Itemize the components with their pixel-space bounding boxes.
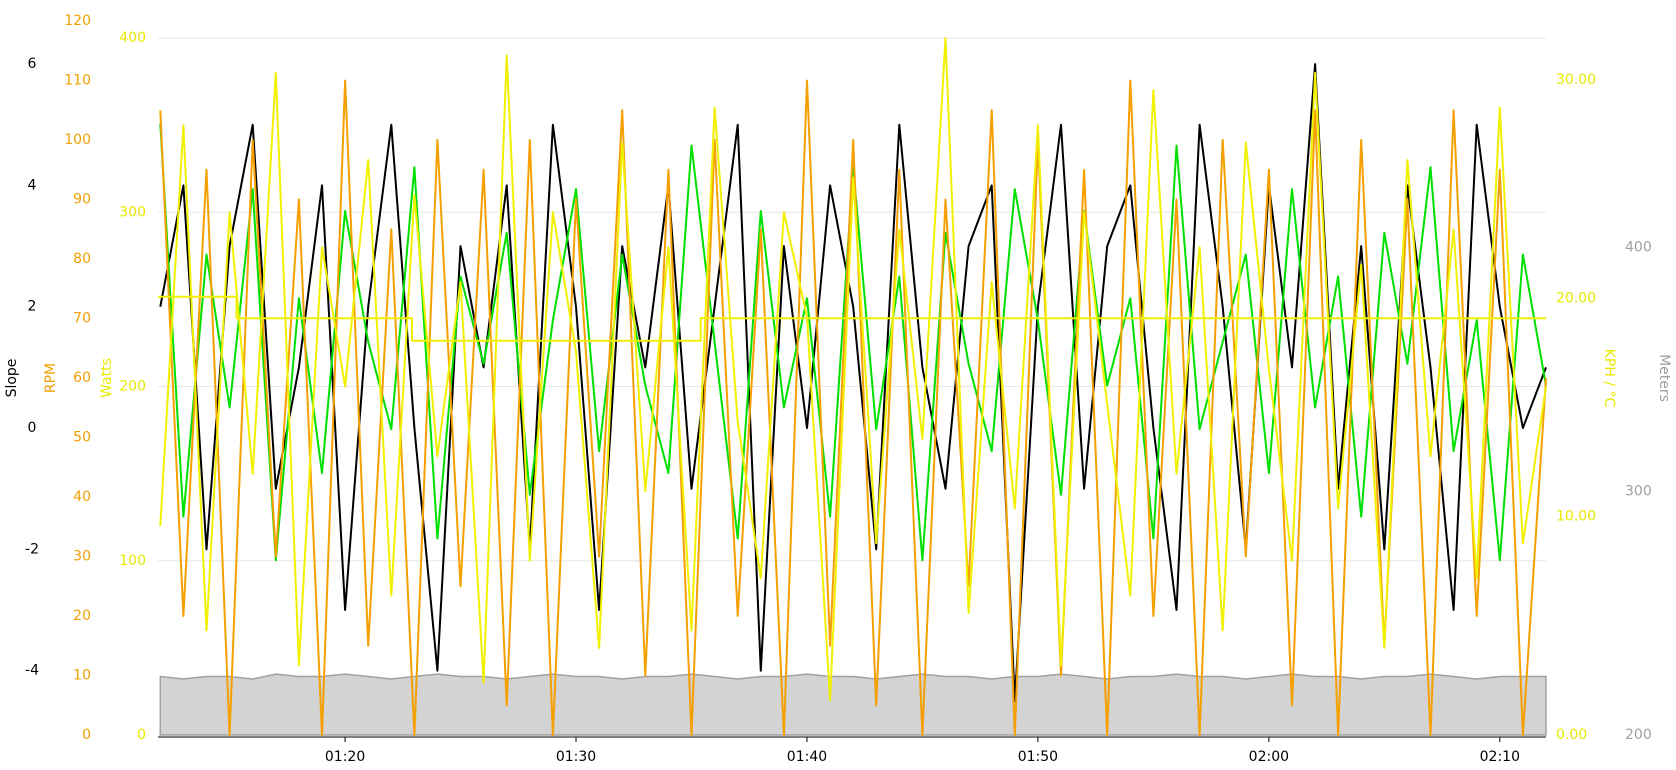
y-tick-label: 70	[73, 311, 91, 327]
y-tick-label: 110	[64, 73, 91, 89]
x-tick-label: 01:30	[556, 749, 596, 765]
axis-title: KPH / °C	[1601, 349, 1617, 408]
y-tick-label: 80	[73, 251, 91, 267]
y-tick-label: -4	[25, 663, 39, 679]
y-tick-label: 200	[119, 379, 146, 395]
y-tick-label: 120	[64, 13, 91, 29]
y-tick-label: 400	[1625, 240, 1652, 256]
y-tick-label: 90	[73, 192, 91, 208]
line-series	[159, 79, 1547, 736]
y-tick-label: 0	[137, 727, 146, 743]
y-tick-label: 20.00	[1556, 290, 1596, 306]
y-tick-label: 4	[28, 177, 37, 193]
y-tick-label: 0	[28, 420, 37, 436]
y-tick-label: 400	[119, 30, 146, 46]
y-tick-label: 300	[1625, 483, 1652, 499]
y-tick-label: 0.00	[1556, 727, 1587, 743]
x-tick-label: 01:50	[1018, 749, 1058, 765]
y-tick-label: 10.00	[1556, 509, 1596, 525]
y-tick-label: 30.00	[1556, 72, 1596, 88]
y-tick-label: 100	[119, 553, 146, 569]
y-tick-label: 100	[64, 132, 91, 148]
line-series	[158, 295, 1546, 342]
y-tick-label: 60	[73, 370, 91, 386]
axis-title: Watts	[99, 358, 115, 398]
y-tick-label: 40	[73, 489, 91, 505]
line-series	[159, 63, 1547, 702]
axis-title: Slope	[4, 359, 20, 398]
y-tick-label: 300	[119, 204, 146, 220]
line-series	[159, 123, 1547, 562]
y-tick-label: 200	[1625, 727, 1652, 743]
line-series	[159, 37, 1547, 702]
y-tick-label: 50	[73, 430, 91, 446]
axis-title: Meters	[1656, 354, 1672, 402]
x-tick-label: 02:10	[1480, 749, 1520, 765]
x-tick-label: 01:20	[325, 749, 365, 765]
y-tick-label: 20	[73, 608, 91, 624]
y-tick-label: 30	[73, 549, 91, 565]
y-tick-label: 2	[28, 299, 37, 315]
y-tick-label: 0	[82, 727, 91, 743]
x-tick-label: 01:40	[787, 749, 827, 765]
y-tick-label: 6	[28, 56, 37, 72]
axis-title: RPM	[43, 363, 59, 393]
y-tick-label: -2	[25, 541, 39, 557]
y-tick-label: 10	[73, 668, 91, 684]
x-tick-label: 02:00	[1249, 749, 1289, 765]
